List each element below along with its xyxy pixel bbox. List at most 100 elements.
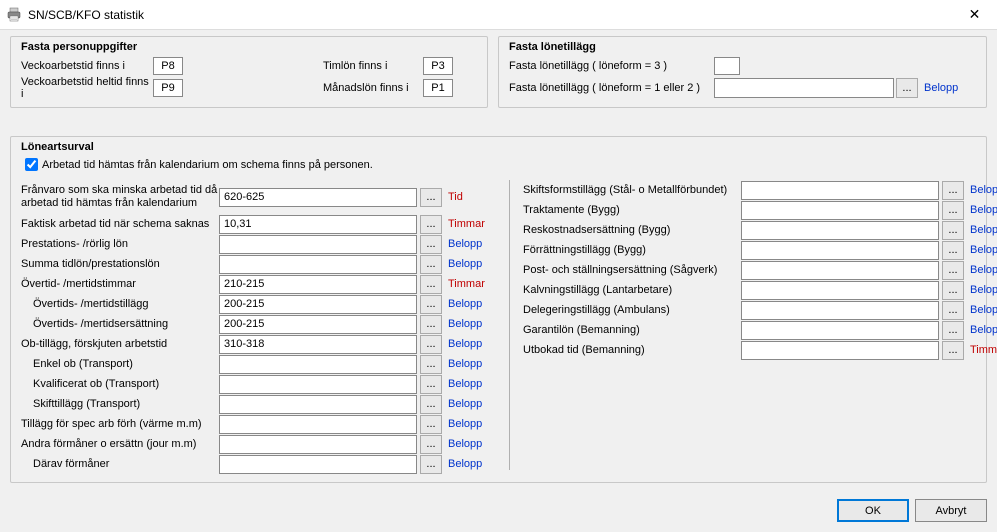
urval-label: Förrättningstillägg (Bygg) xyxy=(523,244,741,256)
urval-browse[interactable]: ... xyxy=(420,415,442,434)
urval-browse[interactable]: ... xyxy=(420,435,442,454)
urval-browse[interactable]: ... xyxy=(420,355,442,374)
urval-link[interactable]: Belopp xyxy=(448,258,482,270)
urval-link[interactable]: Belopp xyxy=(970,304,997,316)
urval-row: Post- och ställningsersättning (Sågverk)… xyxy=(523,260,997,280)
fpu-label-a: Veckoarbetstid finns i xyxy=(21,60,153,72)
urval-link[interactable]: Belopp xyxy=(970,324,997,336)
urval-link[interactable]: Timmar xyxy=(448,218,485,230)
urval-input[interactable] xyxy=(219,275,417,294)
urval-link[interactable]: Belopp xyxy=(448,238,482,250)
urval-label: Delegeringstillägg (Ambulans) xyxy=(523,304,741,316)
urval-link[interactable]: Belopp xyxy=(970,244,997,256)
fl-browse-2[interactable]: ... xyxy=(896,78,918,98)
urval-link[interactable]: Timmar xyxy=(970,344,997,356)
urval-row: Förrättningstillägg (Bygg)... Belopp xyxy=(523,240,997,260)
urval-input[interactable] xyxy=(219,215,417,234)
urval-input[interactable] xyxy=(741,181,939,200)
checkbox-label[interactable]: Arbetad tid hämtas från kalendarium om s… xyxy=(42,159,373,171)
urval-link[interactable]: Belopp xyxy=(448,298,482,310)
urval-link[interactable]: Belopp xyxy=(448,418,482,430)
close-icon: ✕ xyxy=(969,6,981,23)
fpu-box-a[interactable]: P9 xyxy=(153,79,183,97)
urval-browse[interactable]: ... xyxy=(420,295,442,314)
urval-row: Därav förmåner...Belopp xyxy=(21,454,509,474)
urval-label: Post- och ställningsersättning (Sågverk) xyxy=(523,264,741,276)
urval-input[interactable] xyxy=(741,321,939,340)
urval-browse[interactable]: ... xyxy=(420,375,442,394)
fl-label-1: Fasta lönetillägg ( löneform = 3 ) xyxy=(509,60,714,72)
urval-input[interactable] xyxy=(219,415,417,434)
urval-input[interactable] xyxy=(219,235,417,254)
urval-link[interactable]: Belopp xyxy=(970,224,997,236)
urval-input[interactable] xyxy=(741,201,939,220)
urval-link[interactable]: Tid xyxy=(448,191,463,203)
urval-link[interactable]: Belopp xyxy=(448,318,482,330)
group-title-personuppgifter: Fasta personuppgifter xyxy=(21,41,477,53)
urval-browse[interactable]: ... xyxy=(420,188,442,207)
urval-link[interactable]: Timmar xyxy=(448,278,485,290)
urval-row: Prestations- /rörlig lön...Belopp xyxy=(21,234,509,254)
urval-link[interactable]: Belopp xyxy=(448,338,482,350)
urval-browse[interactable]: ... xyxy=(420,215,442,234)
urval-input[interactable] xyxy=(219,295,417,314)
urval-browse[interactable]: ... xyxy=(420,315,442,334)
urval-input[interactable] xyxy=(219,315,417,334)
urval-input[interactable] xyxy=(219,395,417,414)
urval-browse[interactable]: ... xyxy=(942,301,964,320)
urval-label: Frånvaro som ska minska arbetad tid då a… xyxy=(21,184,219,210)
checkbox-arbetad-tid[interactable] xyxy=(25,158,38,171)
urval-input[interactable] xyxy=(219,188,417,207)
urval-browse[interactable]: ... xyxy=(942,281,964,300)
urval-input[interactable] xyxy=(741,301,939,320)
urval-input[interactable] xyxy=(741,261,939,280)
urval-link[interactable]: Belopp xyxy=(970,264,997,276)
urval-browse[interactable]: ... xyxy=(942,341,964,360)
urval-browse[interactable]: ... xyxy=(420,395,442,414)
urval-row: Kvalificerat ob (Transport)...Belopp xyxy=(21,374,509,394)
urval-label: Summa tidlön/prestationslön xyxy=(21,258,219,270)
urval-browse[interactable]: ... xyxy=(942,201,964,220)
urval-browse[interactable]: ... xyxy=(420,455,442,474)
urval-browse[interactable]: ... xyxy=(942,321,964,340)
urval-link[interactable]: Belopp xyxy=(448,398,482,410)
urval-label: Enkel ob (Transport) xyxy=(21,358,219,370)
fpu-box-b[interactable]: P1 xyxy=(423,79,453,97)
urval-browse[interactable]: ... xyxy=(420,335,442,354)
urval-browse[interactable]: ... xyxy=(420,255,442,274)
fl-input-2[interactable] xyxy=(714,78,894,98)
urval-input[interactable] xyxy=(219,335,417,354)
cancel-button[interactable]: Avbryt xyxy=(915,499,987,522)
urval-link[interactable]: Belopp xyxy=(448,438,482,450)
urval-label: Andra förmåner o ersättn (jour m.m) xyxy=(21,438,219,450)
fl-link-2[interactable]: Belopp xyxy=(924,82,958,94)
urval-input[interactable] xyxy=(741,221,939,240)
urval-browse[interactable]: ... xyxy=(420,275,442,294)
urval-browse[interactable]: ... xyxy=(942,181,964,200)
urval-browse[interactable]: ... xyxy=(942,221,964,240)
urval-input[interactable] xyxy=(741,241,939,260)
urval-link[interactable]: Belopp xyxy=(448,458,482,470)
urval-browse[interactable]: ... xyxy=(420,235,442,254)
urval-link[interactable]: Belopp xyxy=(970,204,997,216)
fpu-box-b[interactable]: P3 xyxy=(423,57,453,75)
urval-row: Övertids- /mertidstillägg...Belopp xyxy=(21,294,509,314)
urval-label: Faktisk arbetad tid när schema saknas xyxy=(21,218,219,230)
urval-browse[interactable]: ... xyxy=(942,241,964,260)
close-button[interactable]: ✕ xyxy=(952,0,997,30)
urval-input[interactable] xyxy=(741,341,939,360)
urval-input[interactable] xyxy=(219,435,417,454)
fpu-box-a[interactable]: P8 xyxy=(153,57,183,75)
fl-box-1[interactable] xyxy=(714,57,740,75)
urval-input[interactable] xyxy=(219,375,417,394)
urval-input[interactable] xyxy=(219,455,417,474)
urval-link[interactable]: Belopp xyxy=(970,284,997,296)
urval-link[interactable]: Belopp xyxy=(970,184,997,196)
ok-button[interactable]: OK xyxy=(837,499,909,522)
urval-input[interactable] xyxy=(741,281,939,300)
urval-input[interactable] xyxy=(219,355,417,374)
urval-input[interactable] xyxy=(219,255,417,274)
urval-link[interactable]: Belopp xyxy=(448,358,482,370)
urval-browse[interactable]: ... xyxy=(942,261,964,280)
urval-link[interactable]: Belopp xyxy=(448,378,482,390)
